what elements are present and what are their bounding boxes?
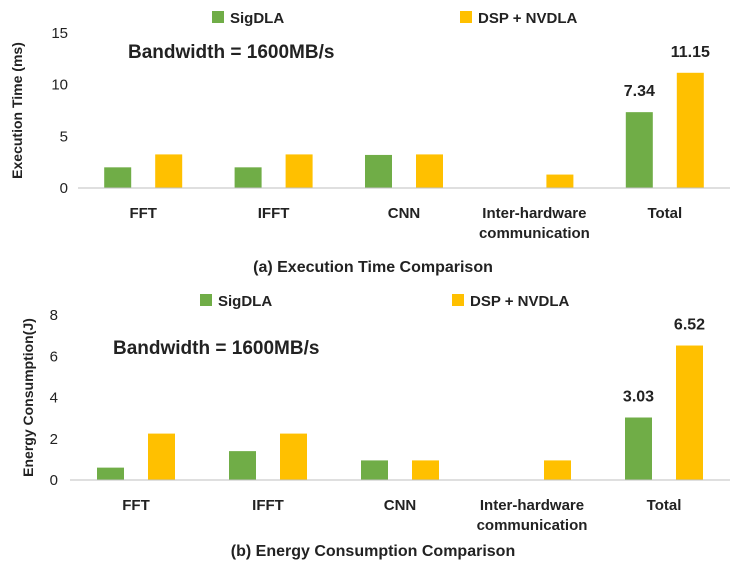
time-bar-dsp-nvdla <box>155 154 183 188</box>
time-category-label: Inter-hardware <box>482 205 586 222</box>
energy-data-label: 3.03 <box>623 389 654 406</box>
energy-caption: (b) Energy Consumption Comparison <box>231 543 515 560</box>
time-bar-dsp-nvdla <box>416 154 443 188</box>
time-bar-dsp-nvdla <box>285 154 313 188</box>
time-caption: (a) Execution Time Comparison <box>253 259 493 276</box>
energy-category-label: communication <box>477 517 588 534</box>
energy-bar-dsp-nvdla <box>544 460 571 480</box>
energy-legend-label: DSP + NVDLA <box>470 293 569 310</box>
energy-y-tick-label: 0 <box>50 472 58 489</box>
energy-consumption-chart: 0 2 4 6 8 3.03 6.52 FFT IFFT CNN Inter-hardware com… <box>20 293 730 560</box>
energy-bar-sigdla <box>229 451 256 480</box>
energy-y-tick-label: 4 <box>50 390 58 407</box>
energy-y-tick-label: 2 <box>50 431 58 448</box>
energy-y-tick-label: 8 <box>50 307 58 324</box>
energy-legend-label: SigDLA <box>218 293 272 310</box>
energy-bar-dsp-nvdla <box>148 433 175 480</box>
energy-category-label: CNN <box>384 497 417 514</box>
time-bar-sigdla <box>365 154 392 188</box>
energy-category-label: Total <box>647 497 682 514</box>
time-bar-dsp-nvdla <box>676 72 704 188</box>
time-y-tick-label: 10 <box>51 77 68 94</box>
energy-bar-dsp-nvdla <box>412 460 439 480</box>
time-y-axis-title: Execution Time (ms) <box>9 42 25 179</box>
time-data-label: 11.15 <box>671 44 710 61</box>
time-category-label: FFT <box>129 205 157 222</box>
energy-legend-swatch <box>452 294 464 306</box>
energy-bar-dsp-nvdla <box>280 433 307 480</box>
energy-bar-sigdla <box>361 460 388 480</box>
time-y-tick-label: 15 <box>51 25 68 42</box>
execution-time-chart: 0 5 10 15 7.34 11.15 FFT IFFT CNN Inter-hardware c… <box>9 10 730 276</box>
energy-category-label: FFT <box>122 497 150 514</box>
time-legend-label: SigDLA <box>230 10 284 27</box>
time-bar-dsp-nvdla <box>546 174 574 188</box>
time-legend-swatch <box>460 11 472 23</box>
energy-bar-sigdla <box>625 417 652 480</box>
energy-category-label: Inter-hardware <box>480 497 584 514</box>
time-bar-sigdla <box>234 167 262 188</box>
energy-bar-sigdla <box>97 467 124 480</box>
time-bar-sigdla <box>625 112 653 188</box>
energy-legend-swatch <box>200 294 212 306</box>
energy-y-axis-title: Energy Consumption(J) <box>20 318 36 477</box>
time-bandwidth-annotation: Bandwidth = 1600MB/s <box>128 42 334 63</box>
time-category-label: IFFT <box>258 205 290 222</box>
time-category-label: communication <box>479 225 590 242</box>
time-category-label: Total <box>647 205 682 222</box>
energy-bandwidth-annotation: Bandwidth = 1600MB/s <box>113 338 319 359</box>
time-legend-swatch <box>212 11 224 23</box>
time-y-tick-label: 0 <box>60 180 68 197</box>
time-bar-sigdla <box>104 167 132 188</box>
time-data-label: 7.34 <box>624 83 655 100</box>
energy-data-label: 6.52 <box>674 317 705 334</box>
energy-category-label: IFFT <box>252 497 284 514</box>
time-y-tick-label: 5 <box>60 128 68 145</box>
energy-y-tick-label: 6 <box>50 348 58 365</box>
time-legend-label: DSP + NVDLA <box>478 10 577 27</box>
energy-bar-dsp-nvdla <box>676 345 703 480</box>
time-category-label: CNN <box>388 205 421 222</box>
